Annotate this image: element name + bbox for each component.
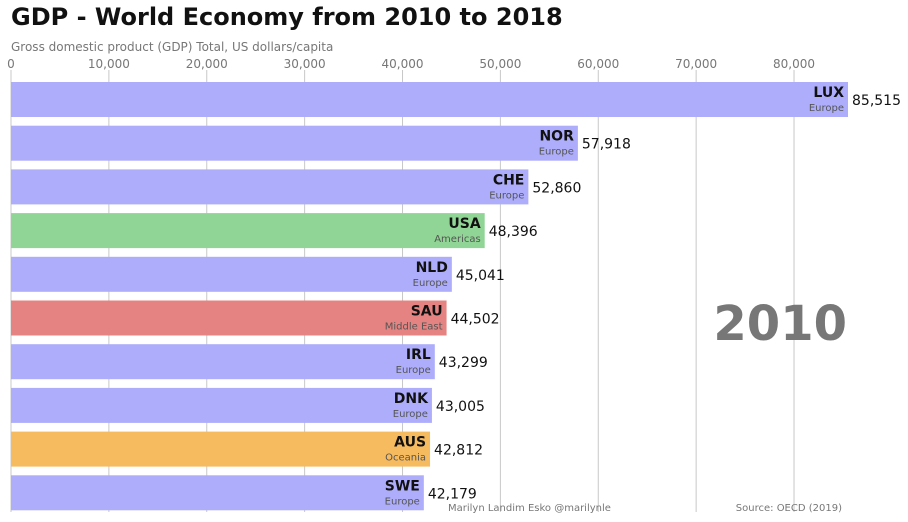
- bar-region-label: Oceania: [385, 453, 426, 464]
- chart-subtitle: Gross domestic product (GDP) Total, US d…: [11, 40, 334, 54]
- x-tick-label: 60,000: [577, 57, 619, 71]
- x-tick-label: 40,000: [382, 57, 424, 71]
- bar-group: SWE Europe 42,179: [11, 475, 477, 511]
- source-credit: Source: OECD (2019): [735, 503, 842, 514]
- bars: LUX Europe 85,515 NOR Europe 57,918 CHE Europe 5…: [11, 82, 901, 511]
- bar-region-label: Europe: [393, 409, 428, 420]
- x-tick-label: 80,000: [773, 57, 815, 71]
- bar-value-label: 52,860: [532, 180, 581, 196]
- bar: [11, 82, 848, 117]
- bar-value-label: 57,918: [582, 137, 631, 153]
- bar: [11, 213, 485, 249]
- bar-code-label: SAU: [411, 304, 443, 320]
- bar-group: CHE Europe 52,860: [11, 169, 581, 205]
- bar: [11, 431, 431, 467]
- bar: [11, 387, 432, 423]
- x-tick-label: 30,000: [284, 57, 326, 71]
- bar-code-label: NLD: [416, 260, 448, 276]
- bar-value-label: 42,812: [434, 443, 483, 459]
- bar-region-label: Americas: [434, 234, 480, 245]
- bar: [11, 125, 578, 161]
- bar-value-label: 85,515: [852, 93, 901, 109]
- bar-region-label: Europe: [396, 365, 431, 376]
- year-label: 2010: [713, 296, 847, 352]
- bar-region-label: Europe: [809, 103, 844, 114]
- bar: [11, 344, 435, 380]
- chart-title: GDP - World Economy from 2010 to 2018: [11, 3, 563, 31]
- bar-group: NLD Europe 45,041: [11, 256, 505, 292]
- bar-code-label: SWE: [385, 478, 420, 494]
- bar: [11, 300, 447, 336]
- bar-code-label: DNK: [394, 391, 429, 407]
- x-axis-ticks: 0 10,000 20,000 30,000 40,000 50,000 60,000 70,…: [7, 57, 815, 71]
- bar: [11, 256, 452, 292]
- x-tick-label: 50,000: [479, 57, 521, 71]
- bar-code-label: IRL: [406, 347, 431, 363]
- bar-code-label: LUX: [813, 85, 844, 101]
- author-credit: Marilyn Landim Esko @marilynle: [448, 503, 611, 514]
- x-tick-label: 20,000: [186, 57, 228, 71]
- bar-value-label: 42,179: [428, 486, 477, 502]
- bar-group: NOR Europe 57,918: [11, 125, 631, 161]
- bar-value-label: 44,502: [451, 312, 500, 328]
- bar-group: AUS Oceania 42,812: [11, 431, 483, 467]
- x-tick-label: 10,000: [88, 57, 130, 71]
- bar-region-label: Europe: [385, 496, 420, 507]
- bar-group: IRL Europe 43,299: [11, 344, 488, 380]
- bar-region-label: Europe: [413, 278, 448, 289]
- bar-code-label: AUS: [394, 435, 426, 451]
- bar-group: SAU Middle East 44,502: [11, 300, 500, 336]
- x-tick-label: 70,000: [675, 57, 717, 71]
- bar-value-label: 48,396: [489, 224, 538, 240]
- bar-value-label: 43,005: [436, 399, 485, 415]
- bar-region-label: Middle East: [385, 322, 443, 333]
- bar-value-label: 43,299: [439, 355, 488, 371]
- bar-value-label: 45,041: [456, 268, 505, 284]
- bar-group: LUX Europe 85,515: [11, 82, 901, 117]
- bar-group: DNK Europe 43,005: [11, 387, 485, 423]
- bar: [11, 475, 424, 511]
- bar-group: USA Americas 48,396: [11, 213, 538, 249]
- bar-code-label: CHE: [493, 172, 525, 188]
- bar-code-label: USA: [448, 216, 480, 232]
- bar: [11, 169, 529, 205]
- bar-code-label: NOR: [539, 129, 574, 145]
- bar-region-label: Europe: [489, 190, 524, 201]
- x-tick-label: 0: [7, 57, 15, 71]
- bar-region-label: Europe: [539, 147, 574, 158]
